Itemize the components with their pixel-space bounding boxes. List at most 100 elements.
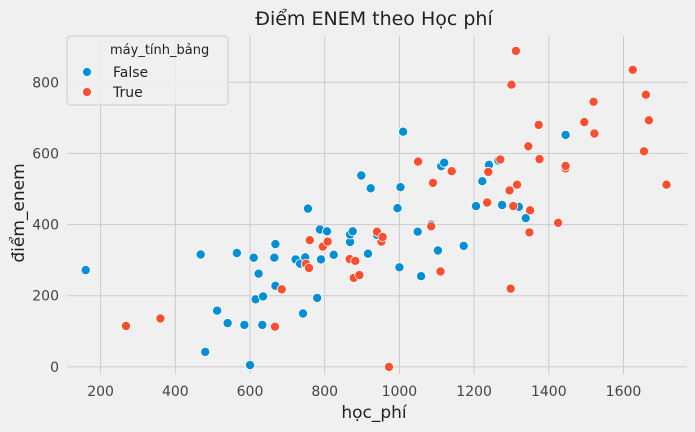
legend-label-false: False	[113, 65, 148, 81]
point-true	[505, 283, 516, 294]
point-true	[377, 231, 388, 242]
legend-marker-true	[82, 87, 92, 97]
y-tick-label: 400	[32, 218, 59, 234]
point-false	[416, 271, 427, 282]
point-false	[222, 318, 233, 329]
point-true	[525, 205, 536, 216]
y-axis-ticks: 0 200 400 600 800	[32, 75, 59, 376]
point-false	[395, 182, 406, 193]
x-axis-label: học_phí	[341, 403, 408, 423]
point-true	[354, 270, 365, 281]
point-false	[328, 249, 339, 260]
point-true	[639, 146, 650, 157]
x-tick-label: 800	[311, 384, 338, 400]
point-false	[458, 240, 469, 251]
point-false	[248, 252, 259, 263]
point-true	[560, 160, 571, 171]
point-false	[315, 254, 326, 265]
point-false	[356, 170, 367, 181]
point-true	[303, 262, 314, 273]
y-tick-label: 800	[32, 75, 59, 91]
point-false	[497, 199, 508, 210]
point-true	[427, 177, 438, 188]
point-true	[269, 321, 280, 332]
x-tick-label: 1200	[456, 384, 492, 400]
point-false	[520, 213, 531, 224]
point-false	[392, 203, 403, 214]
x-tick-label: 1600	[606, 384, 642, 400]
point-true	[446, 166, 457, 177]
point-true	[524, 227, 535, 238]
point-false	[439, 157, 450, 168]
point-false	[297, 308, 308, 319]
point-true	[435, 266, 446, 277]
point-false	[321, 226, 332, 237]
grid-lines	[67, 36, 687, 374]
point-false	[270, 239, 281, 250]
point-true	[504, 185, 515, 196]
point-false	[432, 245, 443, 256]
point-true	[121, 320, 132, 331]
legend: máy_tính_bảng False True	[66, 35, 229, 106]
point-false	[412, 226, 423, 237]
point-true	[627, 64, 638, 75]
point-true	[533, 119, 544, 130]
x-axis-ticks: 200 400 600 800 1000 1200 1400 1600	[87, 384, 641, 400]
point-false	[244, 360, 255, 371]
point-false	[257, 319, 268, 330]
x-tick-label: 1400	[531, 384, 567, 400]
point-false	[253, 268, 264, 279]
point-true	[276, 284, 287, 295]
x-tick-label: 200	[87, 384, 114, 400]
y-tick-label: 600	[32, 146, 59, 162]
point-true	[506, 79, 517, 90]
point-false	[195, 249, 206, 260]
point-false	[477, 176, 488, 187]
point-true	[322, 236, 333, 247]
y-tick-label: 0	[50, 360, 59, 376]
point-true	[413, 156, 424, 167]
point-true	[483, 166, 494, 177]
x-tick-label: 1000	[382, 384, 418, 400]
point-false	[470, 201, 481, 212]
legend-title: máy_tính_bảng	[110, 43, 209, 58]
point-true	[534, 154, 545, 165]
point-false	[398, 126, 409, 137]
point-false	[347, 226, 358, 237]
point-false	[212, 305, 223, 316]
point-false	[312, 292, 323, 303]
point-false	[258, 291, 269, 302]
point-false	[200, 346, 211, 357]
y-tick-label: 200	[32, 289, 59, 305]
point-true	[523, 141, 534, 152]
x-tick-label: 600	[237, 384, 264, 400]
legend-label-true: True	[112, 85, 143, 101]
point-true	[661, 179, 672, 190]
point-false	[365, 183, 376, 194]
point-true	[482, 197, 493, 208]
legend-box	[66, 35, 229, 106]
point-true	[495, 154, 506, 165]
point-true	[553, 217, 564, 228]
point-false	[80, 265, 91, 276]
point-true	[510, 45, 521, 56]
point-true	[304, 235, 315, 246]
point-false	[231, 247, 242, 258]
legend-marker-false	[82, 67, 92, 77]
point-true	[579, 117, 590, 128]
point-true	[640, 89, 651, 100]
point-false	[239, 319, 250, 330]
point-true	[383, 361, 394, 372]
point-true	[508, 201, 519, 212]
point-true	[512, 179, 523, 190]
point-false	[560, 129, 571, 140]
point-false	[269, 252, 280, 263]
x-tick-label: 400	[162, 384, 189, 400]
y-axis-label: điểm_enem	[8, 163, 29, 262]
point-false	[302, 203, 313, 214]
point-false	[362, 248, 373, 259]
point-true	[589, 128, 600, 139]
point-true	[588, 96, 599, 107]
